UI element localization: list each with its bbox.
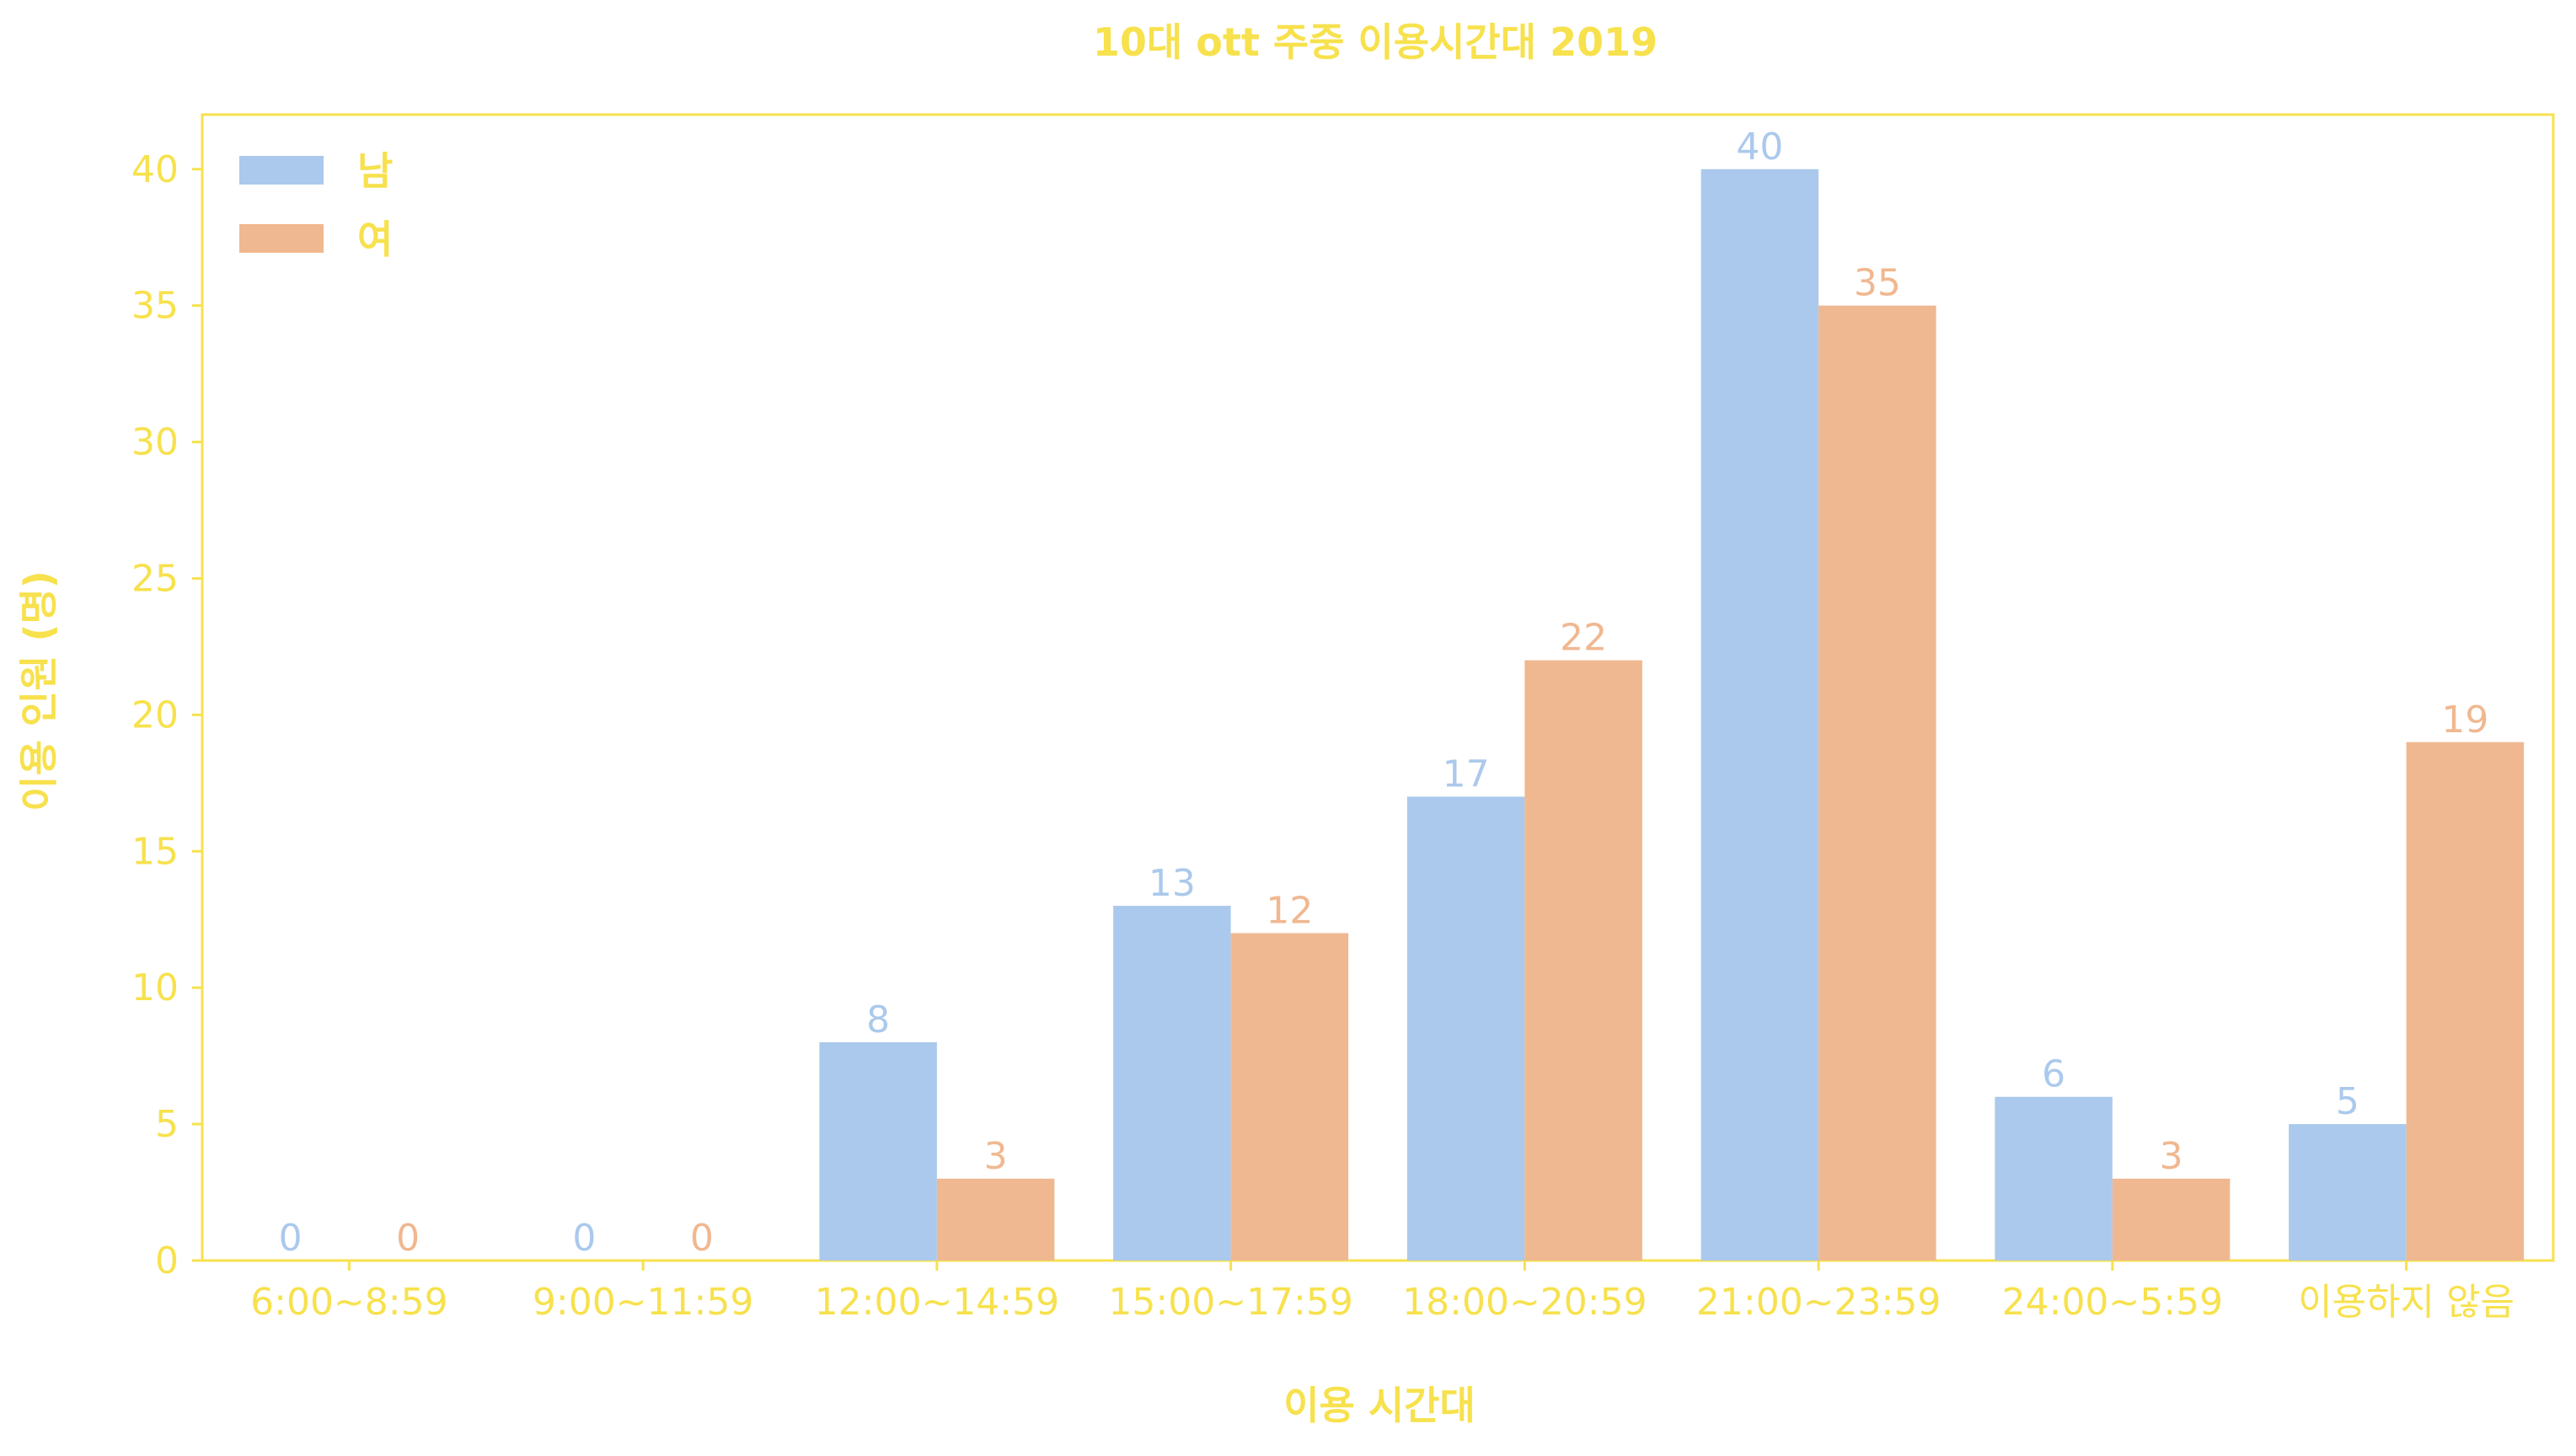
x-tick-label: 12:00~14:59 [815, 1281, 1059, 1324]
y-ticks-group: 0 5 10 15 20 25 30 35 40 [131, 148, 202, 1282]
bar [1230, 933, 1349, 1261]
bar [819, 1041, 937, 1261]
bar [1700, 169, 1819, 1261]
y-axis-label: 이용 인원 (명) [16, 570, 62, 811]
y-tick-label: 10 [131, 966, 179, 1009]
x-ticks-group: 6:00~8:59 9:00~11:59 12:00~14:59 15:00~17:5… [250, 1261, 2514, 1324]
bar [936, 1178, 1055, 1261]
x-tick-label: 6:00~8:59 [250, 1281, 447, 1324]
bar-value-label: 0 [279, 1217, 303, 1260]
bars-group [819, 169, 2525, 1261]
legend-swatch [239, 224, 324, 253]
bar [1113, 906, 1231, 1261]
y-tick-label: 5 [155, 1103, 179, 1146]
bar-value-label: 12 [1266, 889, 1313, 932]
chart-title: 10대 ott 주중 이용시간대 2019 [1093, 19, 1658, 65]
bar-value-label: 0 [396, 1217, 420, 1260]
y-tick-label: 35 [131, 285, 179, 328]
bar [1406, 796, 1525, 1261]
x-tick-label: 15:00~17:59 [1108, 1281, 1352, 1324]
y-tick-label: 15 [131, 830, 179, 873]
bar [1995, 1096, 2113, 1261]
y-tick-label: 30 [131, 421, 179, 464]
bar-value-label: 19 [2441, 699, 2488, 741]
x-tick-label: 18:00~20:59 [1402, 1281, 1647, 1324]
bar [2406, 741, 2525, 1261]
bar-value-label: 17 [1443, 753, 1490, 796]
bar-value-label: 5 [2336, 1080, 2359, 1123]
bar-value-label: 0 [690, 1217, 714, 1260]
bar [1524, 660, 1642, 1261]
legend-label: 여 [357, 217, 393, 262]
y-tick-label: 20 [131, 693, 179, 736]
bar [1818, 305, 1936, 1261]
bar-value-label: 0 [572, 1217, 596, 1260]
y-tick-label: 25 [131, 557, 179, 600]
bar-value-label: 8 [866, 998, 890, 1041]
x-tick-label: 9:00~11:59 [533, 1281, 753, 1324]
bar-value-label: 3 [2160, 1135, 2183, 1178]
bar-value-label: 22 [1560, 617, 1607, 660]
bar [2112, 1178, 2231, 1261]
legend: 남여 [239, 148, 393, 262]
x-tick-label: 이용하지 않음 [2298, 1281, 2514, 1324]
x-axis-label: 이용 시간대 [1283, 1383, 1475, 1428]
y-tick-label: 40 [131, 148, 179, 191]
y-tick-label: 0 [155, 1239, 179, 1282]
bar-value-label: 35 [1854, 262, 1901, 305]
bar-value-label: 6 [2042, 1053, 2065, 1096]
bar-value-label: 13 [1149, 862, 1196, 905]
legend-swatch [239, 156, 324, 185]
legend-label: 남 [357, 148, 393, 194]
bar-value-label: 3 [984, 1135, 1008, 1178]
bar-value-label: 40 [1736, 126, 1783, 169]
x-tick-label: 24:00~5:59 [2002, 1281, 2223, 1324]
plot-area [201, 113, 2555, 1262]
x-tick-label: 21:00~23:59 [1696, 1281, 1941, 1324]
bar [2289, 1124, 2407, 1261]
